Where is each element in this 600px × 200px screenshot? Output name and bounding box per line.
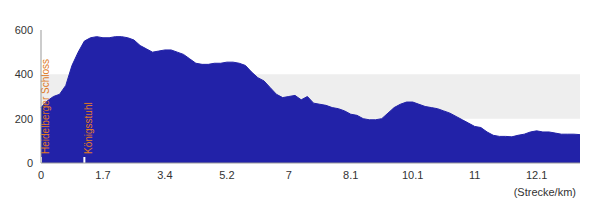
svg-text:12.1: 12.1 [526,169,547,181]
svg-text:7: 7 [286,169,292,181]
svg-text:8.1: 8.1 [343,169,358,181]
svg-text:0: 0 [38,169,44,181]
svg-text:(Strecke/km): (Strecke/km) [514,186,576,198]
svg-text:200: 200 [15,113,33,125]
svg-text:Königsstuhl: Königsstuhl [83,102,94,154]
svg-text:Heidelberger Schloss: Heidelberger Schloss [40,59,51,154]
svg-text:0: 0 [27,157,33,169]
svg-text:11: 11 [469,169,480,181]
svg-text:600: 600 [15,24,33,36]
svg-text:400: 400 [15,68,33,80]
svg-text:10.1: 10.1 [402,169,423,181]
svg-text:3.4: 3.4 [157,169,172,181]
svg-text:5.2: 5.2 [219,169,234,181]
svg-text:1.7: 1.7 [95,169,110,181]
